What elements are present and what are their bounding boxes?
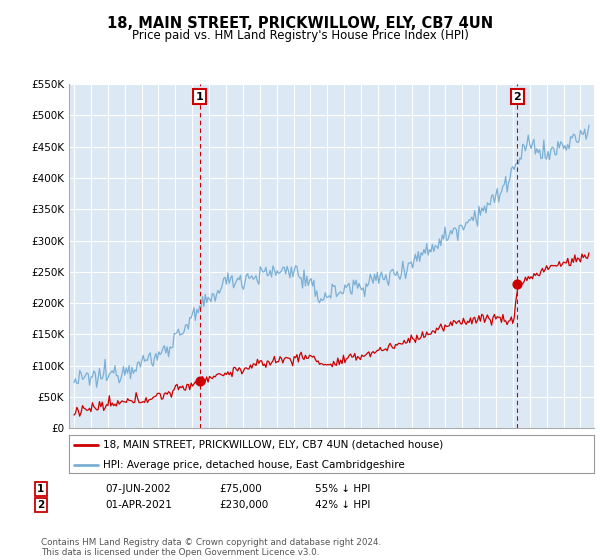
Text: 55% ↓ HPI: 55% ↓ HPI xyxy=(315,484,370,494)
Text: 18, MAIN STREET, PRICKWILLOW, ELY, CB7 4UN: 18, MAIN STREET, PRICKWILLOW, ELY, CB7 4… xyxy=(107,16,493,31)
Point xyxy=(195,377,205,386)
Text: 01-APR-2021: 01-APR-2021 xyxy=(105,500,172,510)
Text: 42% ↓ HPI: 42% ↓ HPI xyxy=(315,500,370,510)
Text: 2: 2 xyxy=(37,500,44,510)
Text: HPI: Average price, detached house, East Cambridgeshire: HPI: Average price, detached house, East… xyxy=(103,460,405,470)
Text: 2: 2 xyxy=(514,91,521,101)
Text: 1: 1 xyxy=(37,484,44,494)
Text: 18, MAIN STREET, PRICKWILLOW, ELY, CB7 4UN (detached house): 18, MAIN STREET, PRICKWILLOW, ELY, CB7 4… xyxy=(103,440,443,450)
Text: Contains HM Land Registry data © Crown copyright and database right 2024.
This d: Contains HM Land Registry data © Crown c… xyxy=(41,538,381,557)
Point xyxy=(512,280,522,289)
Text: £75,000: £75,000 xyxy=(219,484,262,494)
Text: Price paid vs. HM Land Registry's House Price Index (HPI): Price paid vs. HM Land Registry's House … xyxy=(131,29,469,42)
Text: 07-JUN-2002: 07-JUN-2002 xyxy=(105,484,171,494)
Text: 1: 1 xyxy=(196,91,203,101)
Text: £230,000: £230,000 xyxy=(219,500,268,510)
